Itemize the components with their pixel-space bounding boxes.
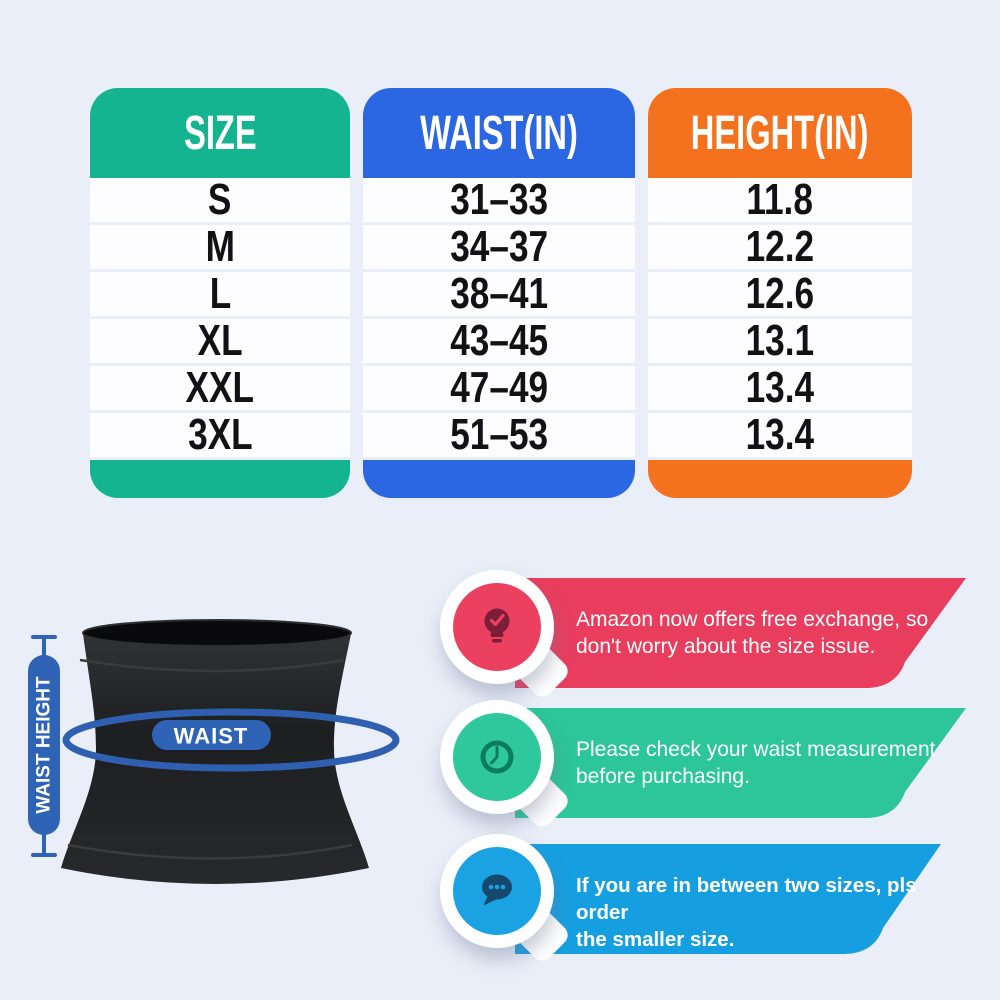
callout-free-exchange: Amazon now offers free exchange, so don'… <box>440 570 985 701</box>
waist-column: WAIST(IN) 31–33 34–37 38–41 43–45 47–49 … <box>363 88 635 498</box>
waist-label: WAIST <box>174 724 249 749</box>
callout-text: Amazon now offers free exchange, so don'… <box>576 606 966 660</box>
table-row: 31–33 <box>363 175 635 224</box>
height-value: 13.4 <box>745 410 815 459</box>
waist-column-header: WAIST(IN) <box>363 88 635 178</box>
height-header-label: HEIGHT(IN) <box>691 106 869 160</box>
size-column: SIZE S M L XL XXL 3XL <box>90 88 350 498</box>
clock-icon <box>480 740 514 774</box>
table-row: 11.8 <box>648 175 912 224</box>
table-row: L <box>90 269 350 318</box>
height-column-footer-bar <box>648 460 912 498</box>
table-row: 3XL <box>90 410 350 459</box>
table-row: 47–49 <box>363 363 635 412</box>
height-value: 13.1 <box>745 316 815 365</box>
callout-between-sizes: If you are in between two sizes, pls ord… <box>440 834 985 965</box>
waist-trainer-band <box>61 619 369 884</box>
waist-height-label: WAIST HEIGHT <box>34 676 55 814</box>
waist-label-pill: WAIST <box>152 720 271 750</box>
table-row: XL <box>90 316 350 365</box>
callout-text: Please check your waist measurement befo… <box>576 736 966 790</box>
callout-text-line2: before purchasing. <box>576 765 750 788</box>
size-column-footer-bar <box>90 460 350 498</box>
waist-measure-ellipse <box>62 708 400 772</box>
size-value: XL <box>197 316 243 365</box>
waist-column-footer-bar <box>363 460 635 498</box>
table-row: 38–41 <box>363 269 635 318</box>
table-row: 13.1 <box>648 316 912 365</box>
waist-height-measure: WAIST HEIGHT <box>28 635 60 857</box>
size-value: L <box>209 269 231 318</box>
callout-text-line1: Please check your waist measurement <box>576 738 936 761</box>
height-column-header: HEIGHT(IN) <box>648 88 912 178</box>
lightbulb-check-icon <box>484 608 510 643</box>
callout-text-line1: If you are in between two sizes, pls ord… <box>576 874 917 924</box>
table-row: 13.4 <box>648 363 912 412</box>
size-column-header: SIZE <box>90 88 350 178</box>
table-row: 12.2 <box>648 222 912 271</box>
callout-text-line2: the smaller size. <box>576 928 735 951</box>
callout-banner-shape <box>515 708 966 818</box>
table-row: 51–53 <box>363 410 635 459</box>
size-value: XXL <box>185 363 255 412</box>
size-header-label: SIZE <box>183 106 257 160</box>
waist-value: 34–37 <box>450 222 548 271</box>
size-table: SIZE S M L XL XXL 3XL WAIST(IN) 31–33 34… <box>90 88 912 498</box>
callout-text-line1: Amazon now offers free exchange, so <box>576 608 929 631</box>
waist-header-label: WAIST(IN) <box>420 106 578 160</box>
waist-trainer-illustration: WAIST WAIST HEIGHT <box>8 582 448 922</box>
height-value: 12.6 <box>745 269 815 318</box>
height-value: 11.8 <box>746 175 814 224</box>
waist-value: 43–45 <box>450 316 548 365</box>
height-value: 13.4 <box>745 363 815 412</box>
size-value: S <box>208 175 232 224</box>
waist-trainer-drawing: WAIST WAIST HEIGHT <box>28 619 400 884</box>
table-row: 34–37 <box>363 222 635 271</box>
waist-value: 51–53 <box>450 410 548 459</box>
waist-value: 47–49 <box>450 363 548 412</box>
table-row: M <box>90 222 350 271</box>
table-row: 43–45 <box>363 316 635 365</box>
callout-text: If you are in between two sizes, pls ord… <box>576 872 966 953</box>
table-row: 13.4 <box>648 410 912 459</box>
callout-banner-shape <box>515 578 966 688</box>
table-row: XXL <box>90 363 350 412</box>
size-value: M <box>205 222 235 271</box>
callout-text-line2: don't worry about the size issue. <box>576 635 876 658</box>
table-row: S <box>90 175 350 224</box>
height-value: 12.2 <box>745 222 815 271</box>
callout-check-measurement: Please check your waist measurement befo… <box>440 700 985 831</box>
waist-value: 31–33 <box>450 175 548 224</box>
callout-banner-shape <box>515 844 941 954</box>
size-value: 3XL <box>187 410 253 459</box>
chat-dots-icon <box>482 874 512 906</box>
waist-value: 38–41 <box>450 269 548 318</box>
height-column: HEIGHT(IN) 11.8 12.2 12.6 13.1 13.4 13.4 <box>648 88 912 498</box>
table-row: 12.6 <box>648 269 912 318</box>
